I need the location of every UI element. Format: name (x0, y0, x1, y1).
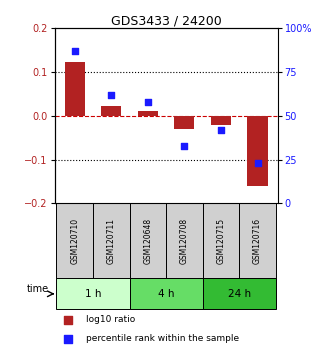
Bar (56, 203, 93, 278)
Point (218, 127, 223, 133)
Bar (138, 112, 158, 116)
Bar (174, 116, 195, 129)
Bar (130, 278, 203, 309)
Text: GSM120708: GSM120708 (180, 218, 189, 264)
Title: GDS3433 / 24200: GDS3433 / 24200 (111, 14, 221, 27)
Point (255, 160, 260, 166)
Bar (130, 203, 166, 278)
Point (182, 143, 187, 148)
Text: GSM120716: GSM120716 (253, 218, 262, 264)
Point (65, 317, 71, 323)
Bar (93, 203, 130, 278)
Text: GSM120710: GSM120710 (70, 218, 79, 264)
Text: 4 h: 4 h (158, 289, 174, 299)
Point (72, 48, 77, 54)
Bar (239, 203, 276, 278)
Bar (166, 203, 203, 278)
Bar (65, 62, 85, 116)
Text: GSM120711: GSM120711 (107, 218, 116, 264)
Point (65, 336, 71, 342)
Text: 24 h: 24 h (228, 289, 251, 299)
Bar (211, 116, 231, 125)
Text: log10 ratio: log10 ratio (86, 315, 135, 324)
Text: percentile rank within the sample: percentile rank within the sample (86, 334, 239, 343)
Text: GSM120715: GSM120715 (216, 218, 225, 264)
Bar (101, 106, 121, 116)
Bar (247, 116, 268, 186)
Text: 1 h: 1 h (85, 289, 101, 299)
Bar (203, 278, 276, 309)
Bar (203, 203, 239, 278)
Text: time: time (27, 284, 49, 294)
Bar (56, 278, 130, 309)
Point (109, 92, 114, 98)
Point (145, 99, 151, 105)
Text: GSM120648: GSM120648 (143, 218, 152, 264)
